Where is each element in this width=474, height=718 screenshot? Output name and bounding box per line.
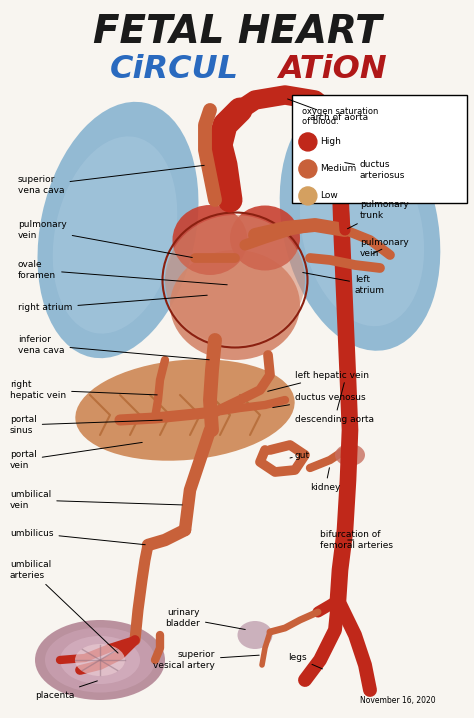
Text: left hepatic vein: left hepatic vein: [268, 370, 369, 391]
Ellipse shape: [75, 644, 125, 676]
Ellipse shape: [335, 444, 365, 466]
Ellipse shape: [170, 250, 300, 360]
Text: Low: Low: [320, 192, 337, 200]
Ellipse shape: [230, 205, 300, 271]
Text: ductus venosus: ductus venosus: [273, 393, 365, 408]
Text: FETAL HEART: FETAL HEART: [93, 13, 381, 51]
Text: portal
vein: portal vein: [10, 442, 142, 470]
Ellipse shape: [45, 628, 155, 692]
Text: urinary
bladder: urinary bladder: [165, 608, 245, 630]
Text: ATiON: ATiON: [278, 55, 387, 85]
Circle shape: [299, 160, 317, 178]
FancyBboxPatch shape: [292, 95, 466, 203]
Text: umbilical
vein: umbilical vein: [10, 490, 182, 510]
Text: umbilical
arteries: umbilical arteries: [10, 560, 118, 653]
Text: oxygen saturation
of blood:: oxygen saturation of blood:: [302, 107, 378, 126]
Text: pulmonary
vein: pulmonary vein: [18, 220, 192, 258]
Text: CiRCUL: CiRCUL: [110, 55, 239, 85]
Text: superior
vena cava: superior vena cava: [18, 165, 204, 195]
Circle shape: [299, 133, 317, 151]
Ellipse shape: [53, 136, 177, 334]
Text: descending aorta: descending aorta: [295, 383, 374, 424]
Text: inferior
vena cava: inferior vena cava: [18, 335, 209, 360]
Ellipse shape: [35, 620, 165, 700]
Circle shape: [299, 187, 317, 205]
Text: gut: gut: [290, 450, 310, 460]
Text: superior
vesical artery: superior vesical artery: [153, 651, 259, 670]
Text: Medium: Medium: [320, 164, 356, 174]
Ellipse shape: [37, 102, 199, 358]
Ellipse shape: [75, 359, 295, 461]
Ellipse shape: [60, 636, 140, 684]
Text: kidney: kidney: [310, 467, 340, 493]
Text: right
hepatic vein: right hepatic vein: [10, 381, 157, 400]
Text: High: High: [320, 137, 341, 146]
Ellipse shape: [165, 215, 305, 345]
Text: arch of aorta: arch of aorta: [288, 99, 368, 123]
Text: right atrium: right atrium: [18, 295, 207, 312]
Ellipse shape: [280, 99, 440, 351]
Ellipse shape: [173, 205, 247, 275]
Text: ovale
foramen: ovale foramen: [18, 261, 227, 285]
Text: bifurcation of
femoral arteries: bifurcation of femoral arteries: [320, 531, 393, 550]
Ellipse shape: [300, 134, 424, 326]
Text: placenta: placenta: [35, 681, 97, 699]
Text: November 16, 2020: November 16, 2020: [360, 696, 436, 705]
Text: pulmonary
trunk: pulmonary trunk: [347, 200, 409, 229]
Text: portal
sinus: portal sinus: [10, 415, 162, 434]
Text: left
atrium: left atrium: [303, 273, 385, 294]
Text: pulmonary
vein: pulmonary vein: [360, 238, 409, 258]
Ellipse shape: [237, 621, 273, 649]
Text: legs: legs: [288, 653, 322, 669]
Text: umbilicus: umbilicus: [10, 528, 145, 545]
Text: ductus
arteriosus: ductus arteriosus: [345, 160, 405, 180]
